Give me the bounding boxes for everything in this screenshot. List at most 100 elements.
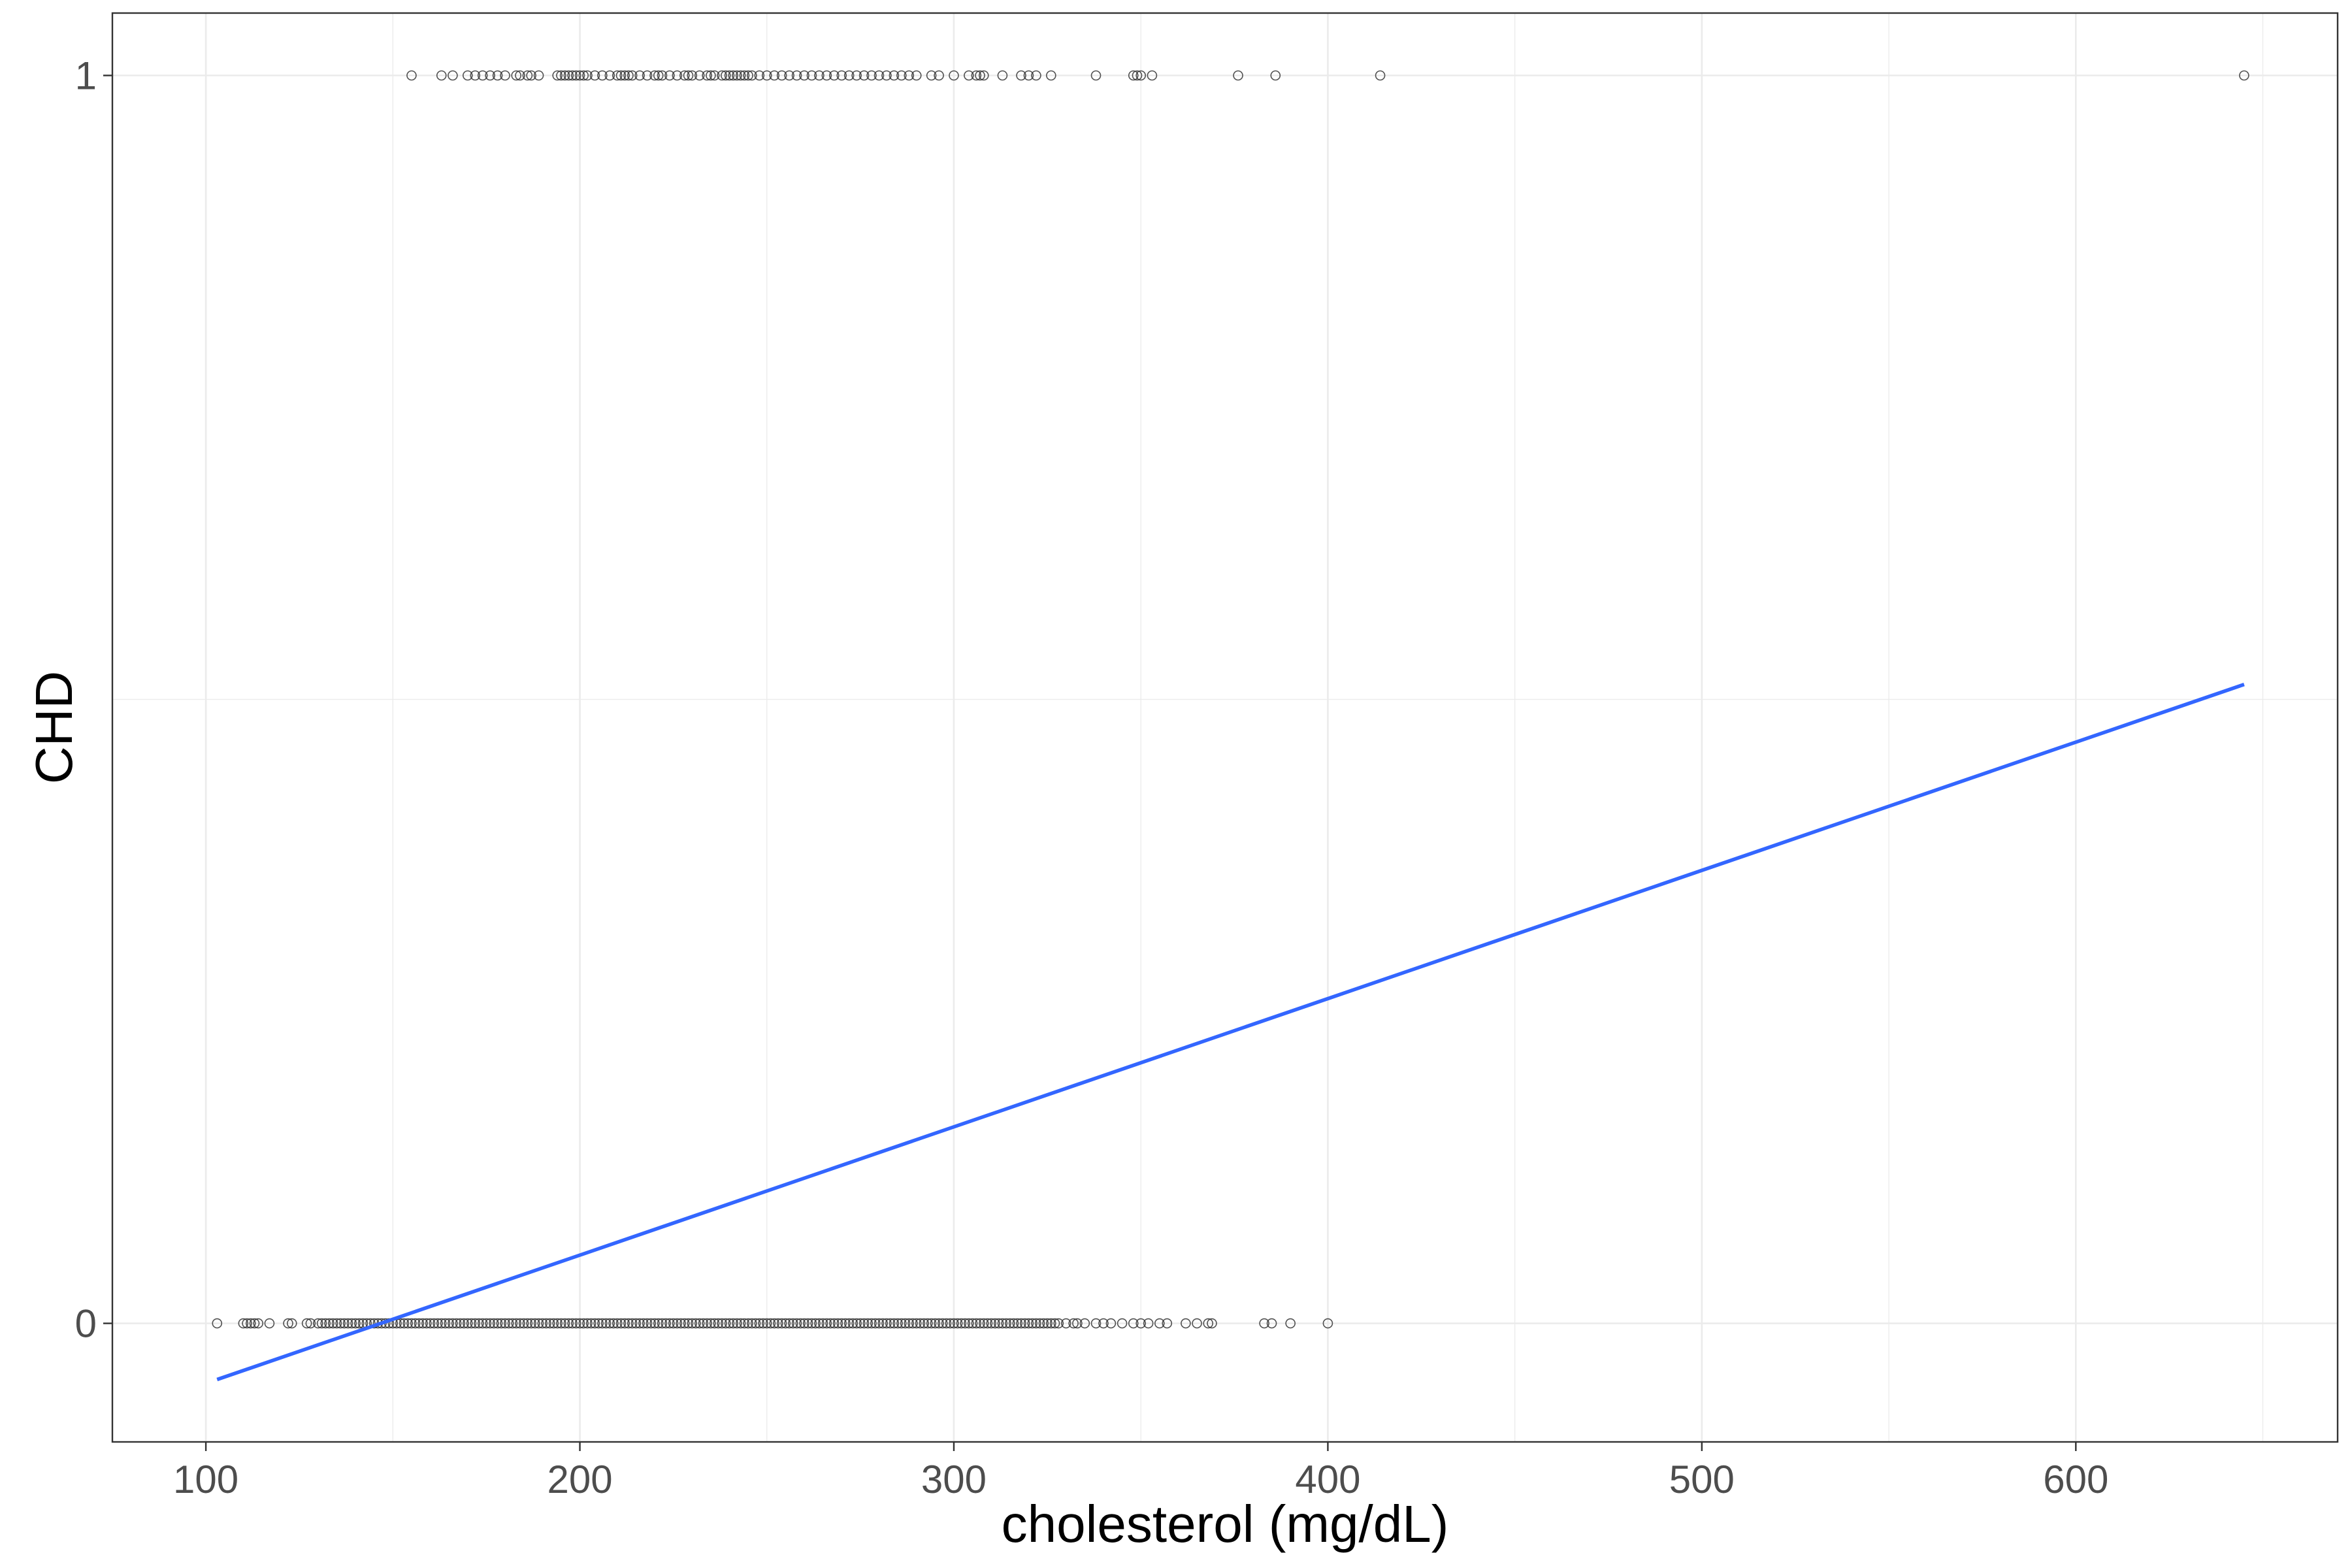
data-point: [511, 1318, 522, 1329]
data-point: [459, 1318, 469, 1329]
data-point: [769, 1318, 780, 1329]
data-point: [649, 1318, 660, 1329]
data-point: [791, 70, 802, 81]
data-point: [1207, 1318, 1217, 1329]
data-point: [463, 1318, 473, 1329]
data-point: [874, 70, 885, 81]
data-point: [548, 1318, 559, 1329]
data-point: [563, 70, 574, 81]
data-point: [934, 1318, 944, 1329]
data-point: [780, 1318, 791, 1329]
data-point: [788, 1318, 798, 1329]
data-point: [1162, 1318, 1173, 1329]
data-point: [938, 1318, 948, 1329]
data-point: [578, 1318, 589, 1329]
fit-line: [216, 683, 2245, 1382]
data-point: [1005, 1318, 1015, 1329]
data-point: [923, 1318, 933, 1329]
data-point: [1042, 1318, 1053, 1329]
data-point: [799, 1318, 809, 1329]
data-point: [1031, 1318, 1041, 1329]
data-point: [1079, 1318, 1090, 1329]
data-point: [814, 70, 825, 81]
data-point: [335, 1318, 346, 1329]
x-tick-label: 200: [547, 1458, 612, 1501]
data-point: [474, 1318, 484, 1329]
data-point: [1192, 1318, 1202, 1329]
data-point: [574, 1318, 585, 1329]
data-point: [728, 1318, 739, 1329]
data-point: [870, 1318, 881, 1329]
data-point: [350, 1318, 361, 1329]
data-point: [1049, 1318, 1060, 1329]
data-point: [466, 1318, 477, 1329]
data-point: [1019, 1318, 1030, 1329]
data-point: [612, 1318, 623, 1329]
data-point: [825, 1318, 836, 1329]
data-point: [638, 1318, 649, 1329]
data-point: [791, 1318, 802, 1329]
data-point: [829, 1318, 840, 1329]
data-point: [702, 70, 712, 81]
data-point: [463, 70, 473, 81]
data-point: [589, 70, 600, 81]
data-point: [511, 70, 522, 81]
data-point: [1046, 70, 1056, 81]
data-point: [769, 70, 780, 81]
data-point: [582, 1318, 593, 1329]
data-point: [1128, 70, 1139, 81]
data-point: [615, 1318, 627, 1329]
data-point: [986, 1318, 997, 1329]
data-point: [949, 1318, 959, 1329]
data-point: [814, 1318, 825, 1329]
data-point: [956, 1318, 967, 1329]
data-point: [728, 70, 739, 81]
data-point: [971, 1318, 982, 1329]
data-point: [843, 70, 855, 81]
data-point: [507, 1318, 518, 1329]
data-point: [941, 1318, 952, 1329]
data-point: [892, 1318, 903, 1329]
data-point: [417, 1318, 428, 1329]
data-point: [739, 70, 750, 81]
data-point: [817, 1318, 828, 1329]
data-point: [492, 1318, 503, 1329]
data-point: [246, 1318, 256, 1329]
data-point: [911, 1318, 922, 1329]
data-point: [1154, 1318, 1165, 1329]
data-point: [754, 1318, 765, 1329]
data-point: [851, 1318, 862, 1329]
data-point: [661, 1318, 672, 1329]
data-point: [1072, 1318, 1083, 1329]
data-point: [604, 1318, 615, 1329]
data-point: [653, 70, 664, 81]
data-point: [604, 70, 615, 81]
data-point: [739, 1318, 750, 1329]
data-point: [990, 1318, 1000, 1329]
data-point: [851, 70, 862, 81]
data-point: [1181, 1318, 1191, 1329]
data-point: [676, 1318, 686, 1329]
data-point: [747, 1318, 757, 1329]
data-point: [657, 1318, 668, 1329]
fit-line-layer: [216, 683, 2245, 1382]
data-point: [324, 1318, 335, 1329]
data-point: [806, 70, 817, 81]
data-point: [402, 1318, 414, 1329]
data-point: [743, 70, 753, 81]
x-tick-label: 600: [2043, 1458, 2108, 1501]
data-point: [593, 1318, 604, 1329]
data-point: [522, 70, 533, 81]
data-point: [556, 70, 566, 81]
x-axis-title: cholesterol (mg/dL): [1002, 1495, 1449, 1553]
data-point: [706, 70, 716, 81]
data-point: [982, 1318, 993, 1329]
data-point: [1105, 1318, 1117, 1329]
data-point: [964, 70, 974, 81]
data-point: [855, 1318, 866, 1329]
data-point: [470, 70, 481, 81]
panel-border: [111, 12, 2339, 1443]
data-point: [410, 1318, 421, 1329]
data-point: [836, 1318, 847, 1329]
